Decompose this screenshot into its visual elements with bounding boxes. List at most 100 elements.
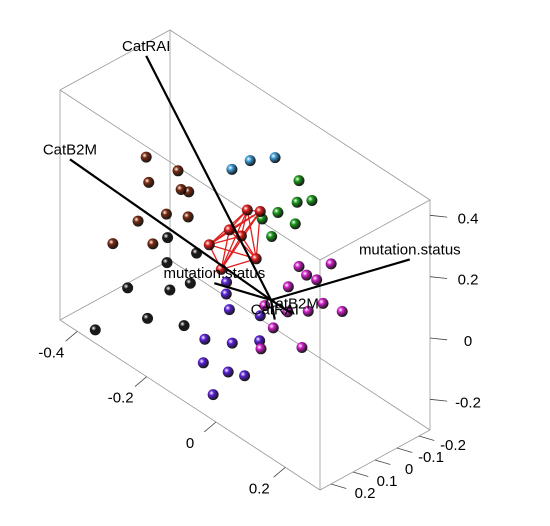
point bbox=[132, 215, 144, 227]
point bbox=[162, 232, 174, 244]
point bbox=[226, 163, 238, 175]
point bbox=[207, 389, 219, 401]
arrow-label: CatB2M bbox=[43, 141, 97, 158]
tick-mark bbox=[352, 471, 369, 477]
point bbox=[325, 258, 337, 270]
arrow-label: CatRAI bbox=[122, 38, 170, 55]
tick-label: 0.2 bbox=[458, 272, 479, 289]
point bbox=[89, 324, 101, 336]
tick-label: 0.2 bbox=[249, 480, 270, 497]
tick-mark bbox=[330, 483, 347, 489]
box-edge bbox=[59, 319, 321, 491]
tick-label: -0.1 bbox=[418, 449, 444, 466]
point bbox=[301, 269, 313, 281]
point bbox=[140, 151, 152, 163]
tick-mark bbox=[134, 376, 147, 387]
tick-label: -0.2 bbox=[440, 437, 466, 454]
point bbox=[226, 337, 238, 349]
tick-mark bbox=[65, 331, 78, 342]
point bbox=[142, 312, 154, 324]
point bbox=[317, 297, 329, 309]
point bbox=[223, 224, 235, 236]
point bbox=[267, 322, 279, 334]
point bbox=[175, 183, 187, 195]
network-line bbox=[220, 209, 248, 270]
loading-arrow bbox=[270, 258, 411, 302]
point bbox=[259, 300, 271, 312]
point bbox=[164, 284, 176, 296]
tick-label: 0 bbox=[186, 435, 194, 452]
loading-arrow bbox=[269, 299, 276, 320]
loading-arrow bbox=[145, 55, 272, 301]
point bbox=[289, 218, 301, 230]
arrow-label: CatB2M bbox=[265, 296, 319, 313]
point bbox=[239, 370, 251, 382]
arrow-label: mutation.status bbox=[163, 265, 265, 282]
point bbox=[250, 253, 262, 265]
loading-arrow bbox=[270, 299, 293, 315]
box-edge bbox=[319, 199, 431, 261]
point bbox=[306, 195, 318, 207]
box-edge bbox=[59, 259, 171, 321]
point bbox=[222, 366, 234, 378]
point bbox=[220, 288, 232, 300]
point bbox=[182, 211, 194, 223]
point bbox=[272, 207, 284, 219]
tick-label: -0.4 bbox=[38, 344, 64, 361]
tick-label: -0.2 bbox=[455, 394, 481, 411]
point bbox=[223, 304, 235, 316]
point bbox=[311, 274, 323, 286]
point bbox=[184, 277, 196, 289]
point bbox=[302, 305, 314, 317]
point bbox=[172, 165, 184, 177]
tick-label: 0 bbox=[405, 461, 413, 478]
point bbox=[178, 320, 190, 332]
tick-label: 0.2 bbox=[355, 485, 376, 502]
loading-arrow bbox=[214, 282, 272, 302]
point bbox=[254, 310, 266, 322]
arrow-label: mutation.status bbox=[359, 241, 461, 258]
point bbox=[147, 238, 159, 250]
tick-mark bbox=[429, 337, 448, 341]
box-edge bbox=[59, 89, 321, 261]
arrow-label: CatRAI bbox=[251, 302, 299, 319]
tick-mark bbox=[396, 447, 413, 453]
point bbox=[291, 196, 303, 208]
tick-label: -0.2 bbox=[108, 390, 134, 407]
tick-mark bbox=[429, 276, 448, 279]
tick-label: 0 bbox=[464, 333, 472, 350]
point bbox=[296, 341, 308, 353]
point bbox=[336, 305, 348, 317]
network-line bbox=[246, 209, 257, 259]
point bbox=[255, 343, 267, 355]
network-line bbox=[209, 235, 242, 246]
point bbox=[107, 238, 119, 250]
point bbox=[293, 261, 305, 273]
point bbox=[254, 205, 266, 217]
box-edge bbox=[169, 29, 431, 201]
tick-mark bbox=[429, 398, 448, 402]
point bbox=[160, 208, 172, 220]
point bbox=[293, 175, 305, 187]
point bbox=[266, 231, 278, 243]
point bbox=[203, 239, 215, 251]
tick-mark bbox=[429, 214, 448, 218]
tick-mark bbox=[374, 459, 391, 465]
point bbox=[199, 333, 211, 345]
point bbox=[269, 152, 281, 164]
point bbox=[244, 155, 256, 167]
tick-label: 0.1 bbox=[377, 473, 398, 490]
tick-mark bbox=[273, 467, 286, 478]
loading-arrow bbox=[69, 158, 272, 301]
point bbox=[143, 176, 155, 188]
point bbox=[282, 281, 294, 293]
point bbox=[161, 257, 173, 269]
tick-label: 0.4 bbox=[458, 210, 479, 227]
point bbox=[197, 357, 209, 369]
box-edge bbox=[59, 29, 171, 91]
point bbox=[122, 282, 134, 294]
tick-mark bbox=[418, 435, 435, 441]
point bbox=[241, 204, 253, 216]
tick-mark bbox=[204, 421, 217, 433]
